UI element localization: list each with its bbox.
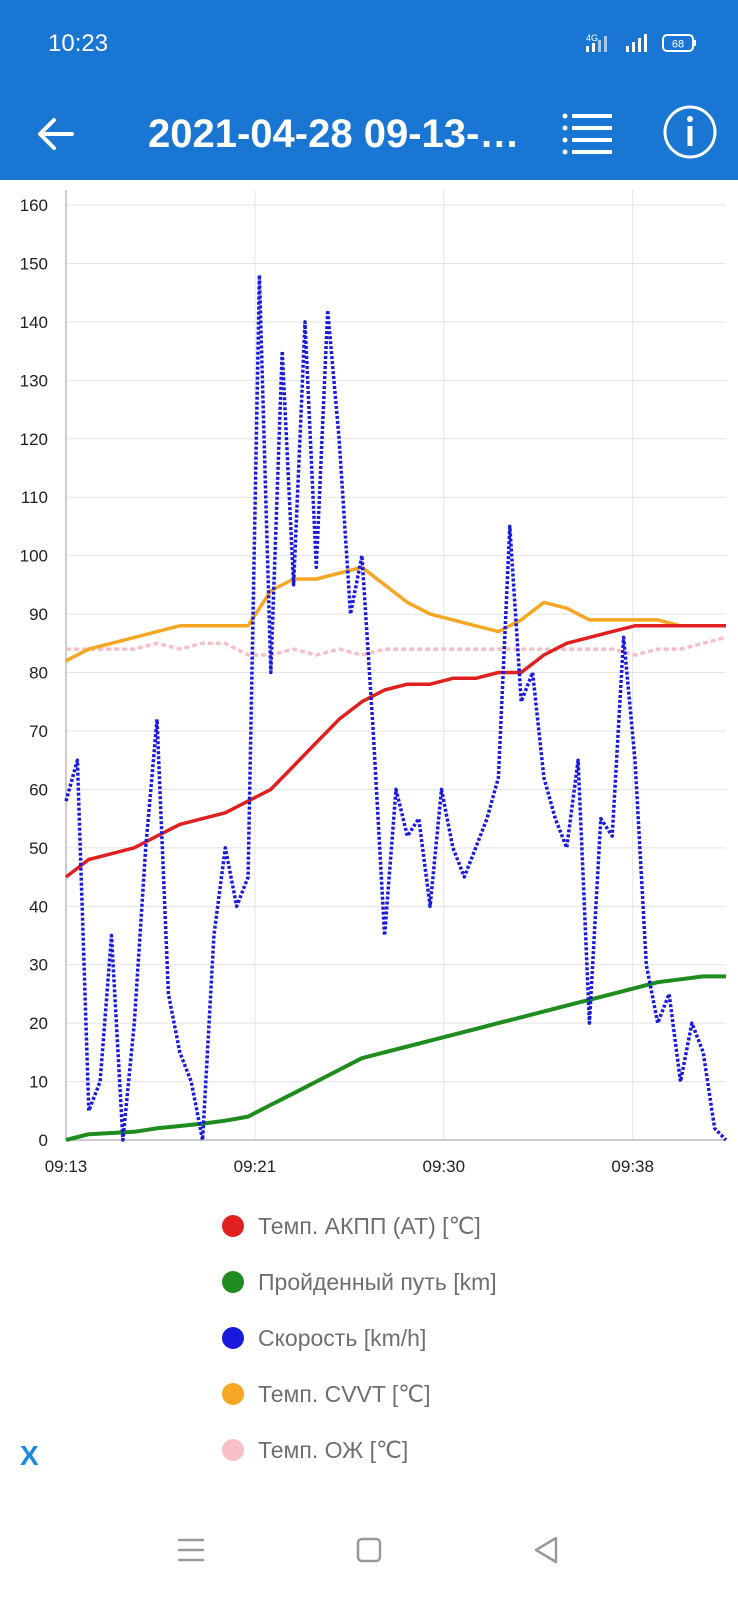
y-tick-label: 110	[21, 488, 48, 507]
y-tick-label: 80	[29, 664, 48, 683]
chart-legend: Темп. АКПП (AT) [℃] Пройденный путь [km] С…	[222, 1198, 497, 1478]
page-title: 2021-04-28 09-13-…	[148, 112, 520, 156]
arrow-left-icon	[38, 118, 74, 150]
y-tick-label: 150	[20, 254, 48, 273]
series-line-4	[65, 565, 726, 663]
y-tick-label: 40	[29, 897, 48, 916]
info-icon	[663, 105, 717, 159]
legend-color-dot	[222, 1383, 244, 1405]
series-line-5	[66, 635, 727, 657]
legend-label: Темп. АКПП (AT) [℃]	[258, 1212, 481, 1239]
legend-item[interactable]: Пройденный путь [km]	[222, 1254, 497, 1310]
series-line-1	[64, 624, 726, 879]
series-line-2	[65, 974, 726, 1142]
legend-color-dot	[222, 1439, 244, 1461]
x-tick-label: 09:30	[423, 1157, 466, 1176]
legend-label: Темп. CVVT [℃]	[258, 1380, 431, 1407]
svg-text:4G: 4G	[586, 33, 598, 43]
status-icons: 4G 68	[582, 32, 698, 54]
y-tick-label: 120	[20, 430, 48, 449]
nav-back-button[interactable]	[518, 1522, 574, 1578]
y-tick-label: 50	[29, 839, 48, 858]
y-tick-label: 10	[29, 1073, 48, 1092]
legend-label: Пройденный путь [km]	[258, 1268, 497, 1295]
y-tick-label: 0	[39, 1131, 48, 1150]
battery-icon: 68	[662, 34, 696, 52]
legend-item[interactable]: Темп. ОЖ [℃]	[222, 1422, 497, 1478]
back-triangle-icon	[534, 1536, 558, 1564]
line-chart[interactable]: 0 10 20 30 40 50 60 70 80 90 100 110 120 130 140 150 160…	[0, 180, 738, 1200]
system-nav-bar	[0, 1500, 738, 1600]
y-tick-label: 20	[29, 1014, 48, 1033]
y-tick-label: 30	[29, 956, 48, 975]
y-tick-label: 60	[29, 780, 48, 799]
status-bar: 10:23 4G 68	[0, 0, 738, 88]
x-tick-label: 09:13	[45, 1157, 88, 1176]
legend-label: Скорость [km/h]	[258, 1324, 427, 1351]
legend-color-dot	[222, 1271, 244, 1293]
menu-icon	[177, 1538, 205, 1562]
list-button[interactable]	[560, 106, 620, 162]
legend-item[interactable]: Темп. CVVT [℃]	[222, 1366, 497, 1422]
y-tick-label: 160	[20, 196, 48, 215]
series-line-3	[64, 273, 728, 1142]
nav-home-button[interactable]	[341, 1522, 397, 1578]
close-button[interactable]: X	[20, 1440, 39, 1471]
signal-bars-icon	[626, 34, 647, 52]
x-tick-label: 09:21	[234, 1157, 277, 1176]
legend-color-dot	[222, 1327, 244, 1349]
back-button[interactable]	[30, 108, 82, 160]
legend-item[interactable]: Темп. АКПП (AT) [℃]	[222, 1198, 497, 1254]
home-square-icon	[356, 1537, 382, 1563]
status-time: 10:23	[48, 30, 109, 57]
app-bar: 2021-04-28 09-13-…	[0, 88, 738, 180]
info-button[interactable]	[660, 102, 720, 162]
list-icon	[562, 113, 612, 155]
y-tick-label: 140	[20, 313, 48, 332]
legend-label: Темп. ОЖ [℃]	[258, 1436, 409, 1463]
y-tick-label: 90	[29, 605, 48, 624]
legend-item[interactable]: Скорость [km/h]	[222, 1310, 497, 1366]
legend-color-dot	[222, 1215, 244, 1237]
signal-4g-icon: 4G	[586, 33, 607, 52]
nav-menu-button[interactable]	[163, 1522, 219, 1578]
y-tick-label: 130	[20, 371, 48, 390]
x-tick-label: 09:38	[611, 1157, 654, 1176]
y-tick-label: 70	[29, 722, 48, 741]
svg-text:68: 68	[672, 39, 684, 51]
chart-container[interactable]: 0 10 20 30 40 50 60 70 80 90 100 110 120 130 140 150 160…	[0, 180, 738, 1200]
y-tick-label: 100	[20, 547, 48, 566]
